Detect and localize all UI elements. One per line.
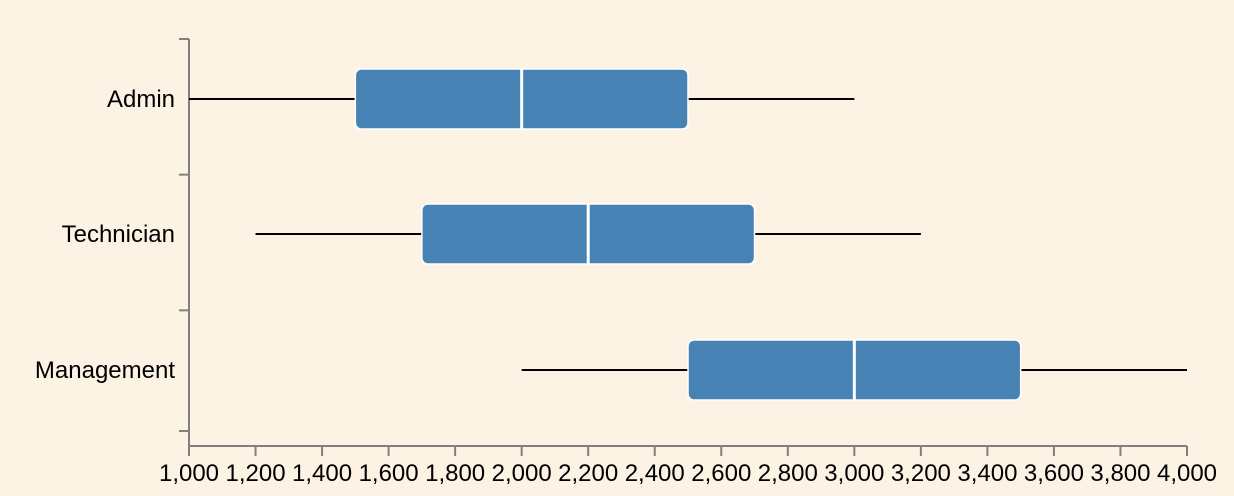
box-management xyxy=(521,339,1187,401)
x-axis: 1,000 1,200 1,400 1,600 1,800 2,000 2,200 2,400… xyxy=(159,445,1217,487)
x-tick-label: 3,400 xyxy=(957,460,1017,487)
box-admin xyxy=(189,68,855,130)
x-tick-label: 3,000 xyxy=(824,460,884,487)
x-tick-label: 2,600 xyxy=(691,460,751,487)
x-tick-label: 1,200 xyxy=(226,460,286,487)
x-tick-label: 2,800 xyxy=(758,460,818,487)
x-tick-label: 1,000 xyxy=(159,460,219,487)
x-tick-label: 2,400 xyxy=(625,460,685,487)
x-tick-label: 1,800 xyxy=(425,460,485,487)
x-tick-label: 2,200 xyxy=(558,460,618,487)
category-label: Technician xyxy=(62,221,175,248)
x-tick-label: 4,000 xyxy=(1157,460,1217,487)
x-tick-label: 1,400 xyxy=(292,460,352,487)
x-tick-label: 3,200 xyxy=(891,460,951,487)
plot-area xyxy=(189,68,1187,401)
y-axis: Admin Technician Management xyxy=(35,38,190,446)
x-tick-label: 3,600 xyxy=(1024,460,1084,487)
box-technician xyxy=(255,203,921,265)
category-label: Admin xyxy=(107,86,175,113)
category-label: Management xyxy=(35,357,175,384)
x-tick-label: 3,800 xyxy=(1090,460,1150,487)
x-tick-label: 2,000 xyxy=(492,460,552,487)
x-tick-label: 1,600 xyxy=(359,460,419,487)
